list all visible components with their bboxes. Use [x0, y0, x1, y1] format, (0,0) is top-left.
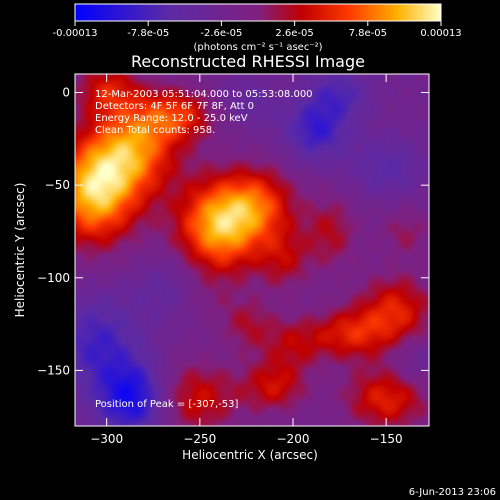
colorbar-tick-label: 7.8e-05 — [349, 28, 387, 39]
colorbar-ticks: -0.00013 -7.8e-05 -2.6e-05 2.6e-05 7.8e-05 0.… — [53, 21, 462, 39]
heatmap-image — [75, 74, 429, 426]
annotation-line: 12-Mar-2003 05:51:04.000 to 05:53:08.000 — [95, 89, 313, 100]
x-axis-label: Heliocentric X (arcsec) — [182, 448, 318, 462]
x-tick-label: −300 — [90, 432, 123, 446]
x-tick-label: −250 — [183, 432, 216, 446]
axes: −300 −250 −200 −150 0 −50 −100 −150 — [37, 74, 429, 446]
y-tick-label: −100 — [37, 271, 70, 285]
colorbar-tick-label: 0.00013 — [420, 28, 461, 39]
footer-date: 6-Jun-2013 23:06 — [408, 487, 496, 498]
colorbar-tick-label: -0.00013 — [53, 28, 98, 39]
y-tick-label: 0 — [62, 86, 70, 100]
colorbar-tick-label: -7.8e-05 — [127, 28, 169, 39]
colorbar-units: (photons cm⁻² s⁻¹ asec⁻²) — [193, 42, 322, 53]
annotation-block: 12-Mar-2003 05:51:04.000 to 05:53:08.000… — [95, 89, 313, 136]
annotation-line: Clean Total counts: 958. — [95, 125, 215, 136]
colorbar-tick-label: 2.6e-05 — [275, 28, 313, 39]
x-tick-label: −150 — [370, 432, 403, 446]
x-tick-label: −200 — [277, 432, 310, 446]
annotation-line: Detectors: 4F 5F 6F 7F 8F, Att 0 — [95, 101, 254, 112]
plot-frame — [74, 73, 430, 427]
heatmap-image-wrap — [75, 74, 429, 426]
colorbar — [74, 3, 442, 22]
peak-label: Position of Peak = [-307,-53] — [95, 399, 239, 410]
chart-title: Reconstructed RHESSI Image — [131, 52, 365, 71]
colorbar-tick-label: -2.6e-05 — [200, 28, 242, 39]
annotation-line: Energy Range: 12.0 - 25.0 keV — [95, 113, 248, 124]
y-axis-label: Heliocentric Y (arcsec) — [13, 183, 27, 318]
y-tick-label: −150 — [37, 363, 70, 377]
y-tick-label: −50 — [45, 178, 70, 192]
